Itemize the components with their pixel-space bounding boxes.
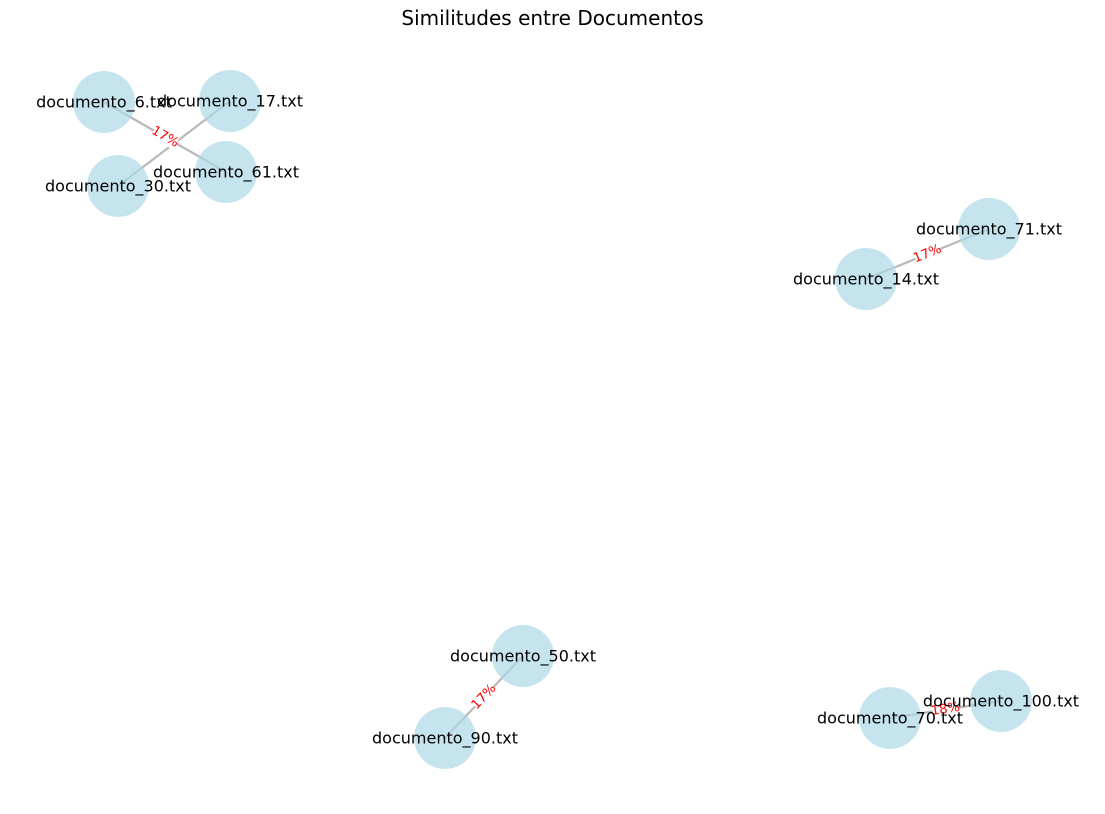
- edge-labels-layer: 17%17%17% 18%: [149, 123, 961, 719]
- node-n70: [859, 687, 921, 749]
- edge-label-group: 18%: [930, 700, 961, 719]
- edge-label-background: [912, 242, 943, 266]
- node-n50: [492, 625, 554, 687]
- edge-label-background: [150, 124, 180, 150]
- diagram-title: Similitudes entre Documentos: [401, 6, 704, 30]
- edge-label-background: [931, 700, 960, 719]
- edge-label: 17%: [911, 242, 943, 267]
- node-n90: [414, 707, 476, 769]
- node-label: documento_61.txt: [153, 163, 299, 183]
- edge-label-group: 17%: [911, 242, 943, 267]
- node-n14: [835, 248, 897, 310]
- node-n6: [73, 71, 135, 133]
- node-label: documento_70.txt: [817, 709, 963, 729]
- node-n30: [87, 155, 149, 217]
- node-n61: [195, 141, 257, 203]
- node-label: documento_100.txt: [923, 692, 1079, 712]
- node-label: documento_30.txt: [45, 177, 191, 197]
- edge-label: 17%: [149, 123, 182, 150]
- node-n17: [199, 70, 261, 132]
- node-label: documento_14.txt: [793, 270, 939, 290]
- node-n100: [970, 670, 1032, 732]
- node-label: documento_50.txt: [450, 647, 596, 667]
- nodes-layer: [73, 70, 1032, 769]
- node-label: documento_90.txt: [372, 729, 518, 749]
- node-label: documento_17.txt: [157, 92, 303, 112]
- node-n71: [958, 198, 1020, 260]
- edge-label: 18%: [930, 700, 961, 719]
- node-label: documento_6.txt: [36, 93, 172, 113]
- node-label: documento_71.txt: [916, 220, 1062, 240]
- edge-label-group: 17%: [149, 123, 182, 150]
- edge-label-background: [469, 682, 499, 712]
